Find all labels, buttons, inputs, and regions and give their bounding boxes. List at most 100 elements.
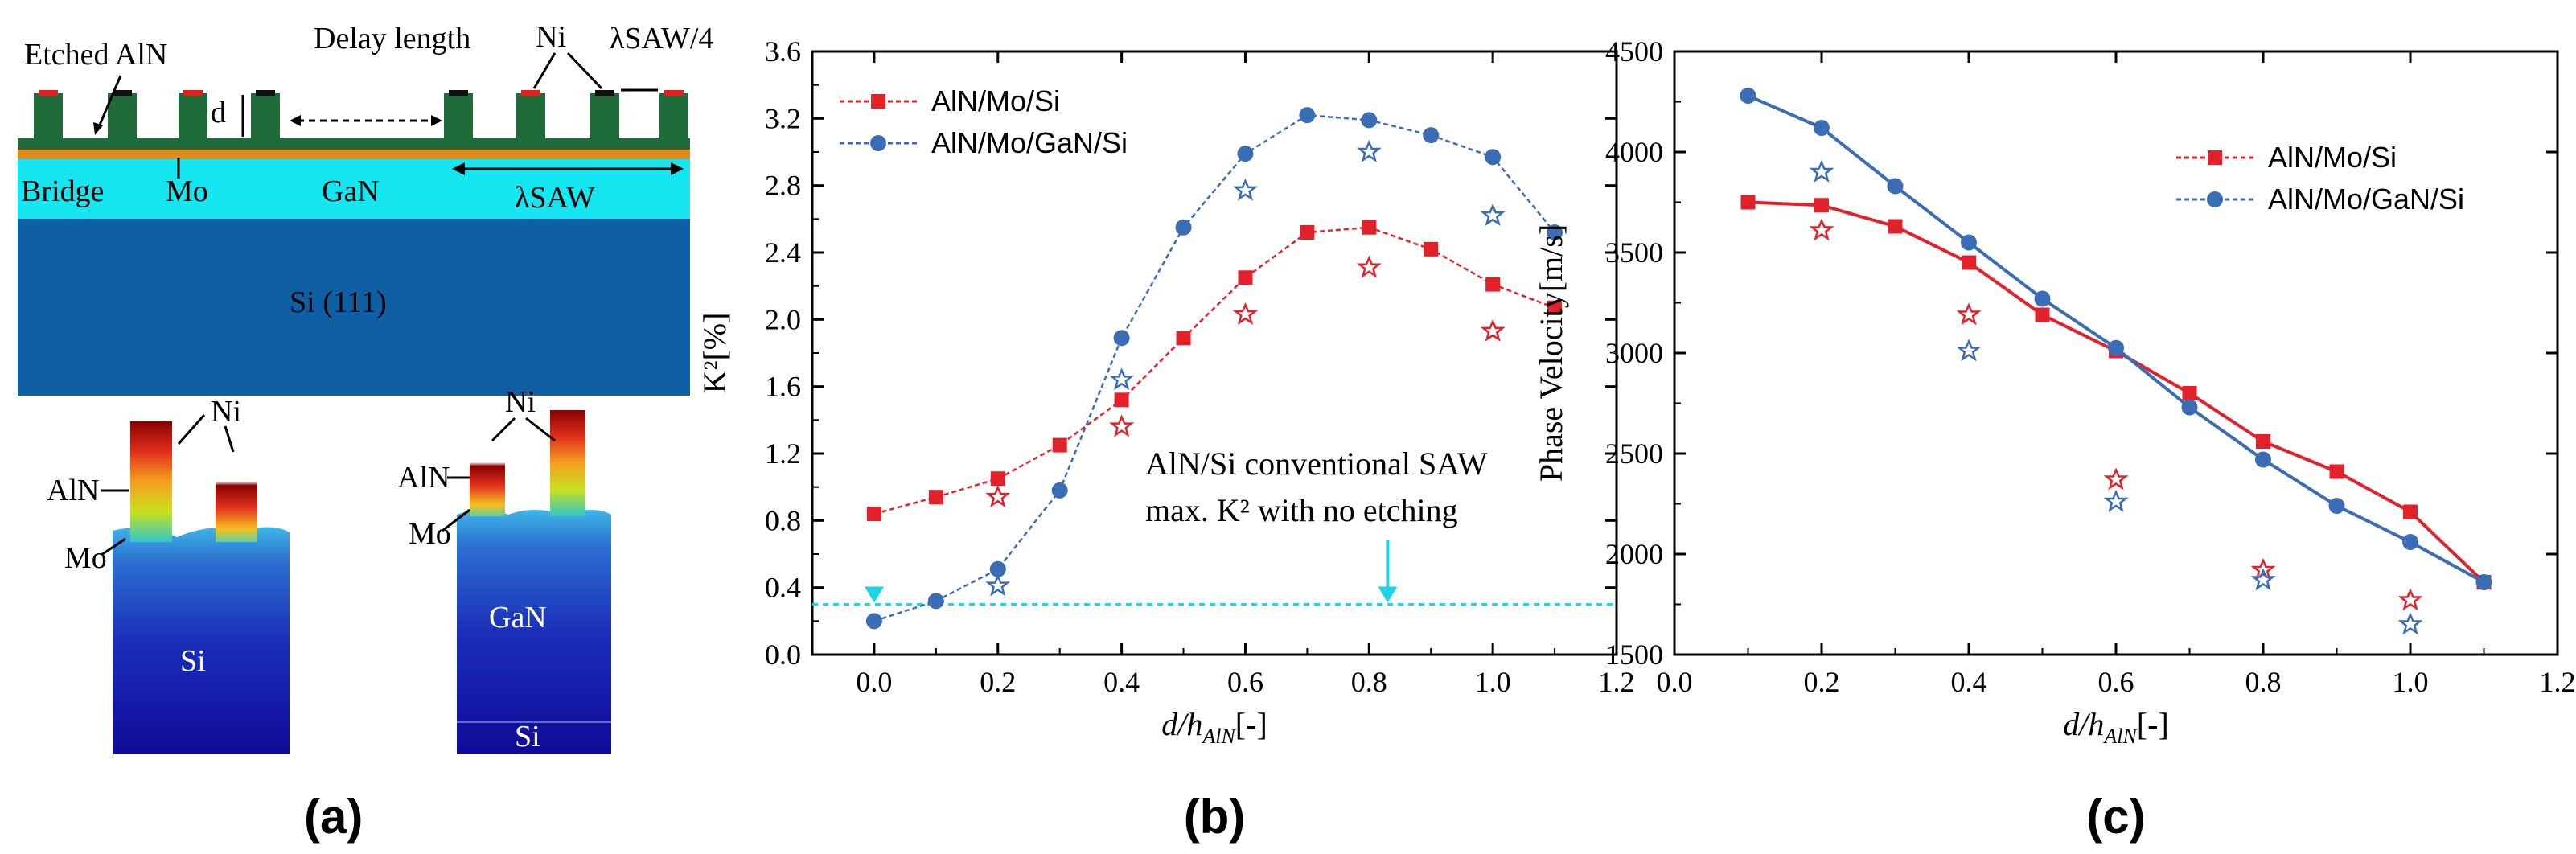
x-tick-label: 1.2	[1599, 666, 1635, 698]
y-tick-label: 2.4	[765, 236, 801, 269]
y-tick-label: 0.4	[765, 572, 801, 604]
series-0-point	[1114, 392, 1129, 408]
annotation-line-1: AlN/Si conventional SAW	[1145, 445, 1488, 482]
chart-caption: (b)	[1184, 790, 1246, 844]
legend-label-1: AlN/Mo/GaN/Si	[931, 126, 1128, 159]
sim1-ni-label: Ni	[211, 395, 241, 429]
series-1-point	[989, 560, 1006, 577]
y-tick-label: 4500	[1605, 35, 1663, 68]
legend-label-0: AlN/Mo/Si	[931, 84, 1060, 117]
y-axis-label: Phase Velocity[m/s]	[1533, 224, 1569, 482]
series-1-point	[2255, 451, 2271, 468]
series-0-point	[1962, 255, 1976, 270]
x-tick-label: 0.4	[1951, 666, 1987, 698]
x-axis-label-sub: AlN	[2102, 725, 2138, 748]
series-0-measured-star	[1111, 416, 1132, 436]
panel-a: Etched AlN Delay length Ni λSAW/4 d Brid…	[18, 20, 713, 844]
series-0-point	[2256, 434, 2270, 449]
x-tick-label: 0.0	[1657, 666, 1693, 698]
ni-electrodes-dark	[113, 90, 614, 96]
si111-label: Si (111)	[290, 285, 387, 319]
etched-aln-pointer	[97, 75, 122, 129]
chart-c: 0.0 0.2 0.4 0.6 0.8 1.0 1.21500200025003000350…	[1533, 35, 2576, 844]
sim2-ni-pointer-2	[525, 417, 556, 442]
delay-arrowhead-right	[431, 115, 442, 126]
si-substrate-layer	[18, 219, 690, 396]
simulation-aln-mo-gan-si: Ni AlN Mo GaN Si	[397, 385, 611, 754]
chart-b: 0.0 0.2 0.4 0.6 0.8 1.0 1.2 0.0 0.4 0.8 1.2 1.6 2.0 2…	[696, 35, 1635, 844]
series-0-measured-star	[1235, 303, 1256, 324]
y-tick-label: 2.0	[765, 303, 801, 335]
lambda-quarter-label: λSAW/4	[610, 22, 713, 55]
series-0-point	[1485, 277, 1501, 292]
legend-marker-1	[870, 135, 886, 151]
series-1-point	[1361, 112, 1378, 129]
series-0-point	[1547, 300, 1563, 315]
series-1-point	[1887, 178, 1904, 195]
series-1-point	[1051, 482, 1068, 499]
series-1-measured-star	[1810, 161, 1833, 182]
sim2-ni-label: Ni	[505, 385, 536, 419]
sim2-mo-pointer	[442, 508, 470, 532]
y-tick-label: 2500	[1605, 437, 1663, 470]
series-1-point	[2402, 534, 2418, 550]
series-1-point	[1547, 224, 1563, 240]
legend-marker-1	[2207, 191, 2223, 207]
x-axis-label-d: d/h	[1161, 706, 1202, 742]
x-axis-label-unit: [-]	[2137, 706, 2169, 742]
mo-layer	[18, 150, 690, 159]
series-1-point	[1485, 149, 1502, 166]
series-0-point	[1238, 270, 1253, 285]
series-1-point	[1961, 234, 1977, 251]
series-1-point	[2328, 498, 2345, 514]
series-0-measured-star	[2105, 469, 2127, 489]
series-1-point	[2181, 399, 2198, 416]
series-1-measured-star	[1111, 369, 1132, 389]
series-0-point	[990, 471, 1005, 487]
ni-label: Ni	[536, 20, 566, 54]
x-tick-label: 0.6	[2098, 666, 2134, 698]
legend-label-1: AlN/Mo/GaN/Si	[2268, 183, 2464, 216]
legend-marker-0	[2208, 150, 2222, 165]
lambda-saw-label: λSAW	[515, 181, 595, 215]
sim1-ni-pointer-2	[224, 425, 235, 453]
x-tick-label: 0.8	[1351, 666, 1387, 698]
series-line-1	[873, 113, 1556, 622]
series-1-measured-star	[1481, 204, 1504, 225]
x-axis-label: d/hAlN[-]	[2063, 706, 2169, 748]
sim2-mo-label: Mo	[409, 517, 451, 551]
series-1-measured-star	[2105, 491, 2127, 511]
series-1-measured-star	[2399, 614, 2422, 634]
cross-section-schematic: Etched AlN Delay length Ni λSAW/4 d Brid…	[18, 20, 713, 396]
annotation-arrowhead	[1378, 586, 1398, 603]
series-1-point	[927, 593, 944, 610]
x-tick-label: 0.6	[1227, 666, 1263, 698]
y-tick-label: 3000	[1605, 337, 1663, 369]
delay-length-label: Delay length	[314, 22, 470, 55]
mo-label: Mo	[166, 174, 208, 208]
delay-arrowhead-left	[290, 115, 301, 126]
etched-aln-label: Etched AlN	[24, 38, 167, 72]
ni-electrodes	[39, 90, 684, 96]
series-1-measured-star	[1235, 179, 1256, 200]
legend-marker-0	[871, 94, 885, 109]
x-tick-label: 0.8	[2245, 666, 2282, 698]
series-line-0	[873, 226, 1555, 515]
reference-marker-left	[864, 586, 884, 603]
y-axis-label: K²[%]	[696, 313, 733, 394]
series-0-point	[1362, 220, 1377, 235]
y-tick-label: 1.2	[765, 437, 801, 470]
x-axis-label: d/hAlN[-]	[1161, 706, 1267, 748]
ni-pointer-1	[532, 52, 557, 89]
d-label: d	[211, 96, 226, 129]
x-tick-label: 0.4	[1103, 666, 1140, 698]
x-axis-label-d: d/h	[2063, 706, 2104, 742]
series-0-measured-star	[1958, 304, 1980, 324]
series-1-point	[2108, 339, 2124, 356]
series-0-point	[1740, 195, 1756, 210]
sim1-aln-label: AlN	[47, 474, 99, 507]
chart-caption: (c)	[2086, 790, 2145, 844]
lambda-arrowhead-left	[452, 162, 465, 175]
sim1-mo-pointer	[101, 537, 126, 556]
